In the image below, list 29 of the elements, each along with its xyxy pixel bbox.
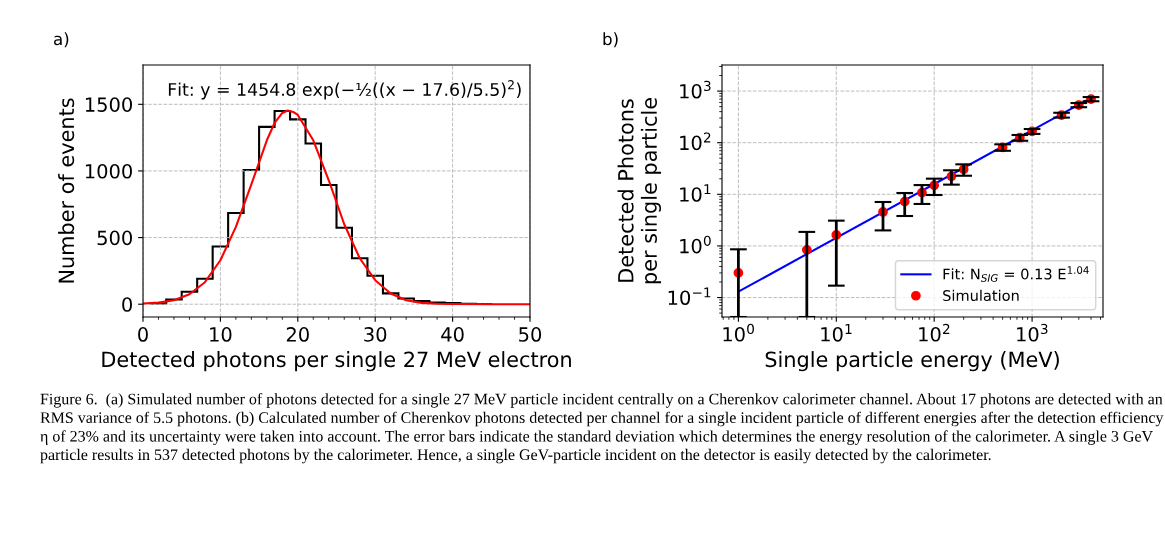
legend-label: Simulation [943, 289, 1019, 302]
y-tick-label: 10$^{1}$ [680, 184, 711, 202]
y-tick-label: 1500 [85, 97, 132, 112]
x-tick-label: 10$^{2}$ [919, 323, 950, 342]
x-axis-title: Detected photons per single 27 MeV electron [102, 351, 571, 372]
y-tick-label: 10$^{0}$ [680, 235, 711, 254]
x-tick-label: 10$^{3}$ [1017, 323, 1048, 342]
caption: Figure 6. (a) Simulated number of photons detected for a single 27 MeV particle incident centrally on a Cherenkov calorimeter channel. About 17 photons are detected with an RMS variance of 5.5 photons. (b) Calculated number of Cherenkov photons detected per channel for a single incident particle of different energies after the detection efficiency η of 23% and its uncertainty were taken into account. The error bars indicate the standard deviation which determines the energy resolution of the calorimeter. A single 3 GeV particle results in 537 detected photons by the calorimeter. Hence, a single GeV-particle incident on the detector is easily detected by the calorimeter. [40, 393, 1164, 464]
y-tick-label: 1000 [85, 163, 132, 179]
annotation: Fit: y = 1454.8 exp(−½((x − 17.6)/5.5)$^{2}$) [168, 80, 521, 100]
x-tick-label: 0 [138, 327, 148, 342]
y-tick-label: 0 [122, 297, 132, 312]
y-tick-label: 10$^{−1}$ [668, 287, 711, 306]
y-tick-label: 500 [97, 230, 132, 246]
text: b) [603, 32, 618, 48]
x-tick-label: 10$^{0}$ [723, 323, 754, 342]
text: a) [54, 32, 69, 48]
x-axis-title: Single particle energy (MeV) [765, 351, 1059, 372]
x-tick-label: 10$^{1}$ [821, 324, 852, 342]
legend-label: Fit: N$_{SIG}$ = 0.13 E$^{1.04}$ [943, 266, 1089, 282]
x-tick-label: 50 [519, 327, 542, 342]
x-tick-label: 10 [210, 327, 232, 342]
y-axis-title: Detected Photons per single particle [617, 98, 662, 284]
y-tick-label: 10$^{2}$ [680, 132, 711, 151]
x-tick-label: 40 [441, 327, 464, 342]
x-tick-label: 30 [364, 327, 387, 342]
x-tick-label: 20 [286, 327, 309, 342]
y-axis-title: Number of events [58, 98, 75, 283]
y-tick-label: 10$^{3}$ [680, 80, 711, 99]
